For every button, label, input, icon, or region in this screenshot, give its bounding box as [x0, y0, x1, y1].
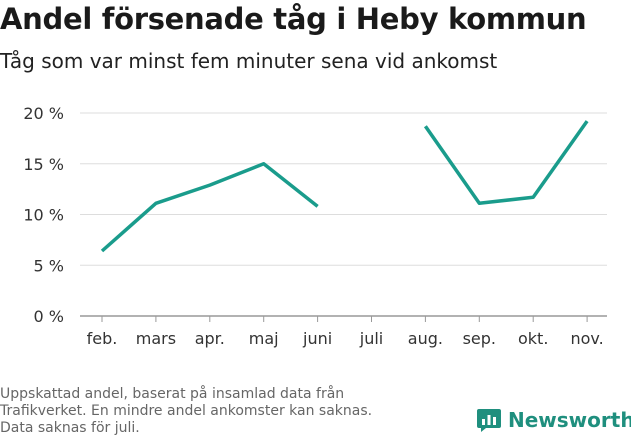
x-tick-label: okt.: [518, 329, 548, 348]
brand-name: Newsworthy: [508, 408, 631, 432]
y-tick-label: 20 %: [23, 104, 64, 123]
x-tick-label: mars: [136, 329, 176, 348]
x-tick-label: apr.: [195, 329, 225, 348]
brand: Newsworthy: [476, 407, 631, 433]
chart-subtitle: Tåg som var minst fem minuter sena vid a…: [0, 49, 498, 73]
y-tick-label: 15 %: [23, 155, 64, 174]
x-tick-label: nov.: [570, 329, 603, 348]
series-line-segment: [100, 162, 319, 253]
x-tick-label: feb.: [87, 329, 118, 348]
x-tick-label: aug.: [408, 329, 443, 348]
footnote: Uppskattad andel, baserat på insamlad da…: [0, 386, 440, 437]
x-tick-label: sep.: [463, 329, 496, 348]
footnote-line: Uppskattad andel, baserat på insamlad da…: [0, 386, 345, 402]
series-line-segment: [423, 120, 589, 206]
y-tick-label: 5 %: [34, 256, 64, 275]
chart-title: Andel försenade tåg i Heby kommun: [0, 2, 587, 36]
y-tick-label: 0 %: [34, 307, 64, 326]
x-tick-label: juni: [302, 329, 332, 348]
y-tick-label: 10 %: [23, 206, 64, 225]
x-tick-label: juli: [359, 329, 383, 348]
footnote-line: Data saknas för juli.: [0, 420, 140, 436]
x-tick-label: maj: [249, 329, 279, 348]
footnote-line: Trafikverket. En mindre andel ankomster …: [0, 403, 373, 419]
line-chart: 0 % 5 % 10 % 15 % 20 % feb. mars apr. maj juni jul…: [23, 104, 607, 348]
newsworthy-logo-icon: [477, 409, 501, 432]
